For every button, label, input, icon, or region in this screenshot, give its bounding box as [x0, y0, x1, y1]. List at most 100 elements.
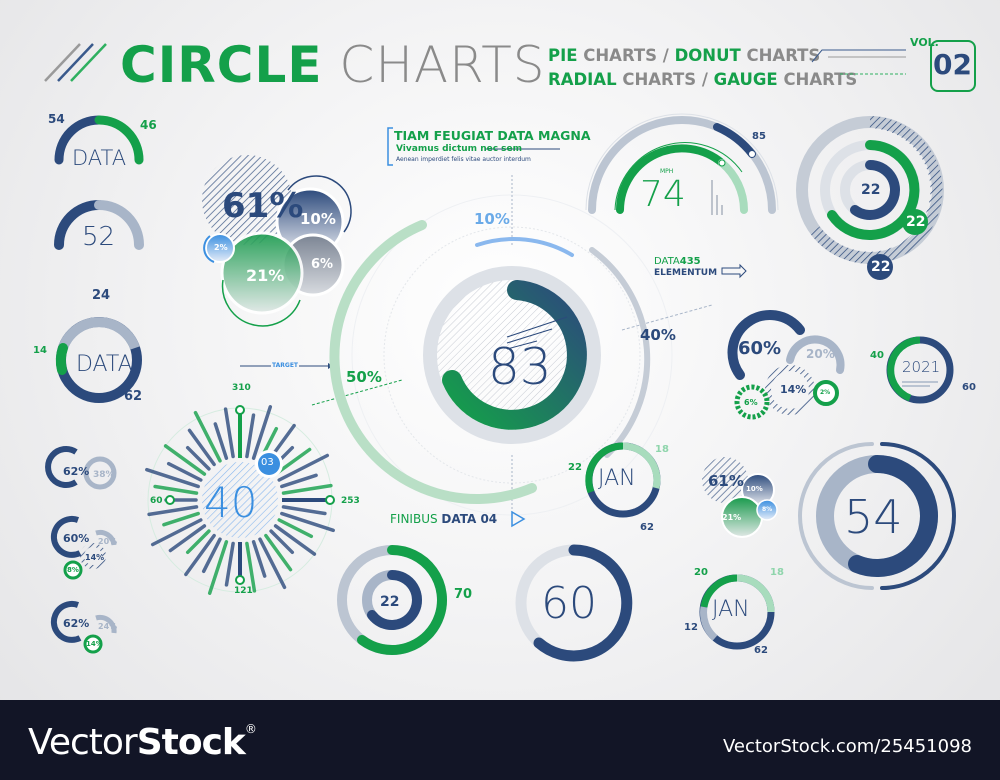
label-54-center: 54 [844, 490, 903, 544]
label-jan-2: JAN [712, 597, 750, 622]
subtitle-line-1: PIE CHARTS / DONUT CHARTS [548, 46, 821, 65]
label-22-outer: 22 [871, 259, 891, 275]
label-38pct: 38% [93, 470, 115, 480]
label-22-inner: 22 [861, 182, 881, 198]
label-60pct: 60% [63, 532, 90, 545]
target-label: TARGET [271, 362, 300, 369]
bubble-arcs [727, 310, 845, 420]
label-18-jan2: 18 [770, 567, 784, 578]
marker-310: 310 [232, 383, 251, 393]
title-light: CHARTS [339, 36, 546, 94]
label-52: 52 [82, 222, 116, 252]
label-60-2021: 60 [962, 382, 976, 393]
marker-253: 253 [341, 496, 360, 506]
concentric-22 [796, 116, 944, 280]
label-40-2021: 40 [870, 350, 884, 361]
label-18-jan: 18 [655, 444, 669, 455]
label-62pct: 62% [63, 465, 90, 478]
header-slash-decoration [44, 43, 107, 82]
footer-url[interactable]: VectorStock.com/25451098 [722, 736, 972, 757]
label-data-1: DATA [72, 146, 127, 170]
speed-gauge [585, 113, 779, 215]
label-14pct-b: 14% [86, 640, 103, 648]
label-70: 70 [454, 587, 473, 602]
label-6pct-arc: 6% [744, 398, 758, 407]
label-14pct-arc: 14% [780, 383, 807, 396]
mph-label: MPH [660, 168, 674, 175]
donut-data [55, 317, 142, 403]
label-2021: 2021 [902, 358, 941, 376]
label-54: 54 [48, 112, 65, 126]
finibus-label: FINIBUS DATA 04 [390, 512, 498, 526]
label-6pct: 6% [311, 257, 334, 272]
label-12-jan2: 12 [684, 622, 698, 633]
label-21pct-small: 21% [722, 513, 742, 522]
small-donut-62-24-14 [50, 600, 117, 654]
main-donut-83 [311, 175, 713, 516]
volume-label: VOL. [910, 36, 939, 49]
donut-jan-2 [699, 574, 775, 650]
label-85: 85 [752, 131, 766, 142]
label-24: 24 [92, 288, 111, 303]
label-61pct-small: 61% [708, 472, 744, 490]
label-22-jan: 22 [568, 462, 582, 473]
marker-121: 121 [234, 586, 253, 596]
page-title: CIRCLE CHARTS [120, 36, 546, 94]
label-46: 46 [140, 118, 157, 132]
elementum-arrow-icon [721, 263, 747, 279]
vectorstock-logo: VectorStock® [28, 722, 257, 763]
donut-2021 [886, 336, 954, 404]
label-20-jan2: 20 [694, 567, 708, 578]
label-14pct: 14% [85, 553, 105, 562]
radial-bars-40 [145, 405, 335, 595]
label-10pct-main: 10% [474, 210, 510, 228]
half-gauge-52 [54, 200, 144, 250]
label-83: 83 [488, 338, 552, 396]
subtitle: PIE CHARTS / DONUT CHARTS RADIAL CHARTS … [548, 44, 857, 92]
label-24pct: 24% [98, 622, 118, 631]
callout-body: Aenean imperdiet felis vitae auctor inte… [396, 156, 531, 163]
label-74: 74 [640, 174, 686, 215]
small-donut-62-38 [45, 446, 117, 490]
label-61pct: 61% [222, 186, 304, 226]
callout-subtitle: Vivamus dictum nec sem [396, 144, 523, 154]
label-62-jan2: 62 [754, 645, 768, 656]
bubbles-large [202, 155, 352, 327]
label-8pct: 8% [67, 566, 79, 574]
label-2pct: 2% [214, 243, 228, 252]
half-gauge-data [54, 115, 144, 165]
label-20pct-arc: 20% [806, 347, 835, 361]
marker-60: 60 [150, 496, 163, 506]
double-donut-22-70 [337, 545, 447, 655]
footer-bar [0, 700, 1000, 780]
label-14: 14 [33, 345, 47, 356]
label-40pct-main: 40% [640, 326, 676, 344]
badge-03: 03 [261, 457, 274, 468]
elementum-label: ELEMENTUM [654, 268, 718, 278]
subtitle-line-2: RADIAL CHARTS / GAUGE CHARTS [548, 70, 858, 89]
charts-canvas [45, 113, 956, 662]
callout-bracket [387, 127, 393, 166]
play-icon [511, 510, 526, 528]
volume-badge [930, 40, 976, 92]
label-jan-1: JAN [598, 466, 636, 491]
donut-jan-1 [585, 442, 661, 518]
donut-54 [798, 442, 956, 590]
label-21pct: 21% [246, 266, 285, 285]
small-donut-60-20-14-8 [50, 515, 117, 580]
label-62: 62 [124, 389, 143, 404]
label-50pct-main: 50% [346, 368, 382, 386]
label-2pct-arc: 2% [820, 389, 831, 396]
label-62pct-b: 62% [63, 617, 90, 630]
donut-60 [515, 544, 633, 662]
callout-title: TIAM FEUGIAT DATA MAGNA [394, 128, 591, 143]
label-data-2: DATA [76, 352, 133, 377]
header-lines-decoration [811, 49, 906, 75]
label-10pct: 10% [300, 210, 336, 228]
label-60pct-arc: 60% [738, 338, 782, 359]
volume-number: 02 [933, 48, 972, 81]
label-22-middle: 22 [906, 214, 926, 230]
label-10pct-small: 10% [746, 485, 763, 493]
bubbles-small [702, 457, 778, 538]
data435-label: DATA435 [654, 256, 701, 267]
